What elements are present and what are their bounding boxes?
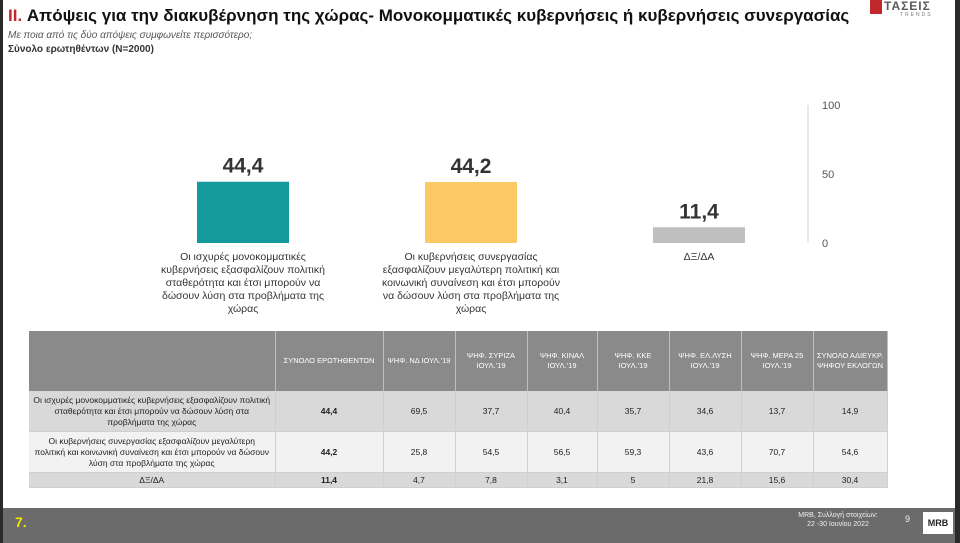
bar-3 (653, 227, 745, 243)
table-cell: 15,6 (741, 472, 814, 488)
table-header-row: ΣΥΝΟΛΟ ΕΡΩΤΗΘΕΝΤΩΝ ΨΗΦ. ΝΔ ΙΟΥΛ.'19 ΨΗΦ. Σ… (29, 331, 888, 391)
logo-mark-icon (870, 0, 882, 14)
category-label: Οι κυβερνήσεις συνεργασίας εξασφαλίζουν … (381, 251, 561, 315)
row-label-cell: Οι κυβερνήσεις συνεργασίας εξασφαλίζουν … (29, 431, 276, 473)
table-cell: 14,9 (813, 391, 888, 432)
logo-text: ΤΑΣΕΙΣ (884, 0, 931, 13)
source-line-1: MRB, Συλλογή στοιχείων: (798, 512, 878, 519)
table-cell: 5 (597, 472, 670, 488)
frame-left (0, 0, 3, 543)
table-cell: 35,7 (597, 391, 670, 432)
column-header: ΨΗΦ. ΚΚΕ ΙΟΥΛ.'19 (597, 331, 670, 391)
table-corner-header (29, 331, 276, 391)
slide-footer: 7. MRB, Συλλογή στοιχείων: 22 -30 Ιουνίο… (3, 508, 955, 543)
table-cell: 37,7 (455, 391, 528, 432)
table-row: Οι κυβερνήσεις συνεργασίας εξασφαλίζουν … (29, 431, 888, 473)
column-header: ΨΗΦ. ΚΙΝΑΛ ΙΟΥΛ.'19 (527, 331, 598, 391)
bar-1 (197, 181, 289, 243)
source-note: MRB, Συλλογή στοιχείων: 22 -30 Ιουνίου 2… (773, 511, 903, 529)
row-label-cell: ΔΞ/ΔΑ (29, 472, 276, 488)
bar-value-label: 11,4 (679, 200, 719, 223)
question-text: Με ποια από τις δύο απόψεις συμφωνείτε π… (8, 30, 253, 41)
page-title: II. Απόψεις για την διακυβέρνηση της χώρ… (8, 6, 868, 26)
slide-number: 9 (905, 514, 911, 524)
table-cell: 34,6 (669, 391, 742, 432)
table-cell: 43,6 (669, 431, 742, 473)
bar-value-label: 44,4 (223, 155, 264, 178)
bar-chart: 0 50 100 44,4 44,2 11,4 Οι ισχυρές μονοκομματ… (0, 90, 960, 320)
bar-chart-svg: 0 50 100 44,4 44,2 11,4 (197, 100, 840, 250)
category-label: Οι ισχυρές μονοκομματικές κυβερνήσεις εξ… (161, 251, 325, 315)
row-label-cell: Οι ισχυρές μονοκομματικές κυβερνήσεις εξ… (29, 391, 276, 432)
column-header: ΨΗΦ. ΜΕΡΑ 25 ΙΟΥΛ.'19 (741, 331, 814, 391)
table-row: ΔΞ/ΔΑ 11,4 4,7 7,8 3,1 5 21,8 15,6 30,4 (29, 472, 888, 488)
section-number: 7. (15, 514, 27, 530)
y-tick-label: 100 (822, 100, 840, 112)
category-label: ΔΞ/ΔΑ (683, 251, 715, 263)
bar-value-label: 44,2 (451, 155, 492, 178)
mrb-logo: MRB (923, 512, 953, 534)
table-cell: 30,4 (813, 472, 888, 488)
table-cell: 7,8 (455, 472, 528, 488)
column-header: ΨΗΦ. ΣΥΡΙΖΑ ΙΟΥΛ.'19 (455, 331, 528, 391)
table-cell: 44,4 (275, 391, 384, 432)
title-number: II. (8, 6, 23, 25)
table-cell: 59,3 (597, 431, 670, 473)
crosstab-table: ΣΥΝΟΛΟ ΕΡΩΤΗΘΕΝΤΩΝ ΨΗΦ. ΝΔ ΙΟΥΛ.'19 ΨΗΦ. Σ… (29, 331, 888, 488)
column-header: ΨΗΦ. ΝΔ ΙΟΥΛ.'19 (383, 331, 456, 391)
table-cell: 40,4 (527, 391, 598, 432)
table-cell: 56,5 (527, 431, 598, 473)
table-cell: 4,7 (383, 472, 456, 488)
y-tick-label: 50 (822, 169, 834, 181)
crosstab: ΣΥΝΟΛΟ ΕΡΩΤΗΘΕΝΤΩΝ ΨΗΦ. ΝΔ ΙΟΥΛ.'19 ΨΗΦ. Σ… (29, 331, 888, 488)
column-header: ΨΗΦ. ΕΛ.ΛΥΣΗ ΙΟΥΛ.'19 (669, 331, 742, 391)
table-cell: 3,1 (527, 472, 598, 488)
sample-base: Σύνολο ερωτηθέντων (N=2000) (8, 44, 154, 55)
table-cell: 54,6 (813, 431, 888, 473)
table-cell: 69,5 (383, 391, 456, 432)
title-text: Απόψεις για την διακυβέρνηση της χώρας- … (26, 6, 850, 25)
frame-right (955, 0, 960, 543)
taseis-logo: ΤΑΣΕΙΣ TRENDS (870, 0, 946, 18)
bar-2 (425, 182, 517, 243)
table-cell: 13,7 (741, 391, 814, 432)
source-line-2: 22 -30 Ιουνίου 2022 (807, 521, 869, 528)
table-row: Οι ισχυρές μονοκομματικές κυβερνήσεις εξ… (29, 391, 888, 432)
table-cell: 11,4 (275, 472, 384, 488)
logo-subtext: TRENDS (900, 12, 933, 18)
slide-header: II. Απόψεις για την διακυβέρνηση της χώρ… (8, 6, 868, 55)
column-header: ΣΥΝΟΛΟ ΕΡΩΤΗΘΕΝΤΩΝ (275, 331, 384, 391)
table-cell: 54,5 (455, 431, 528, 473)
column-header: ΣΥΝΟΛΟ ΑΔΙΕΥΚΡ. ΨΗΦΟΥ ΕΚΛΟΓΩΝ (813, 331, 888, 391)
table-cell: 25,8 (383, 431, 456, 473)
y-tick-label: 0 (822, 238, 828, 250)
table-cell: 44,2 (275, 431, 384, 473)
table-cell: 70,7 (741, 431, 814, 473)
table-cell: 21,8 (669, 472, 742, 488)
